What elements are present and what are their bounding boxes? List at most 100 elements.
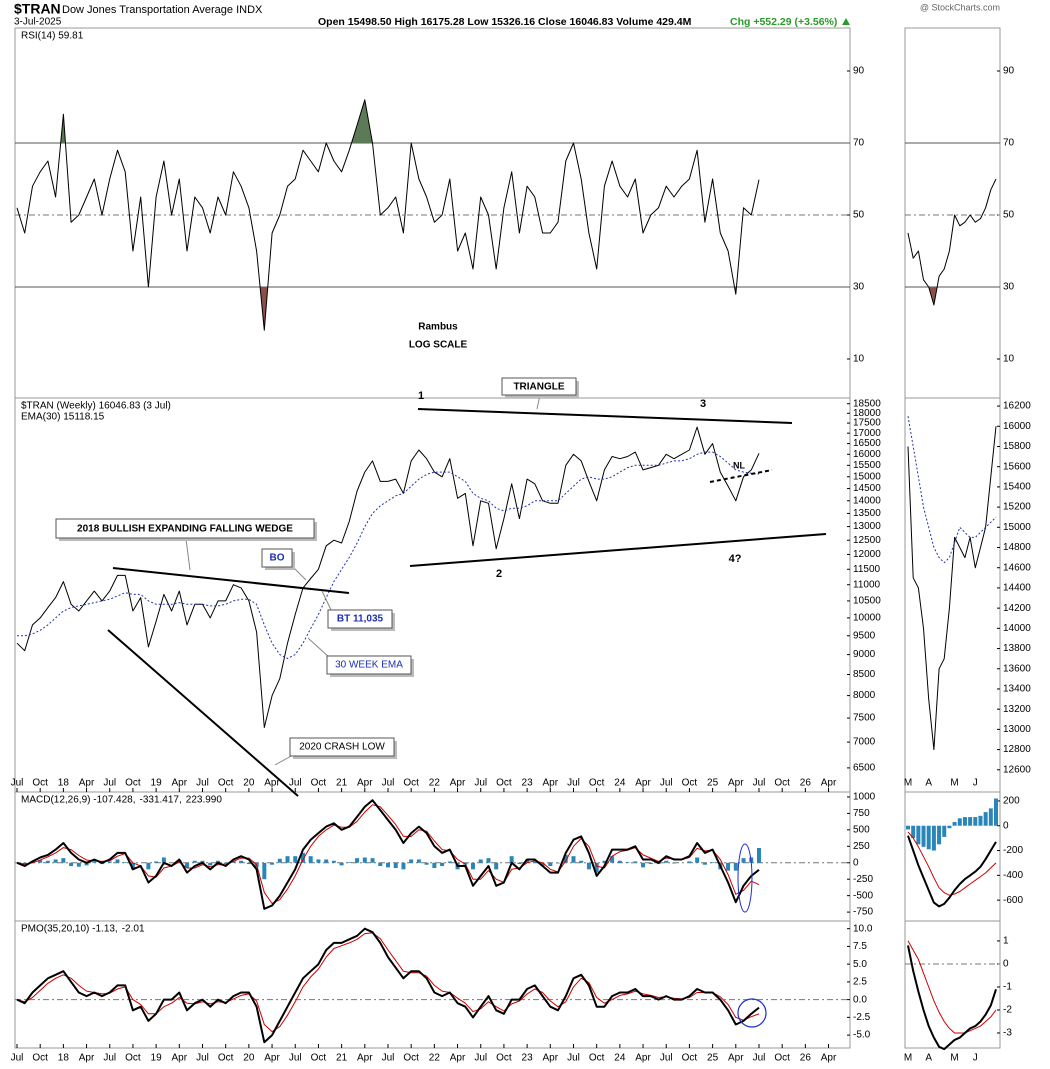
histogram-bar [347, 862, 352, 863]
box [327, 609, 393, 629]
histogram-bar [710, 862, 715, 863]
histogram-bar [509, 856, 514, 863]
y-tick-label: 5.0 [853, 959, 867, 970]
histogram-bar [756, 848, 761, 863]
y-tick-label: 0.0 [853, 994, 867, 1005]
x-tick-label: Jul [474, 778, 487, 789]
y-tick-label: 750 [853, 808, 870, 819]
x-tick-label: Jul [382, 778, 395, 789]
x-tick-label: Jul [289, 778, 302, 789]
y-tick-label: 9500 [853, 630, 876, 641]
histogram-bar [988, 808, 993, 826]
y-tick-label: 13600 [1003, 663, 1031, 674]
x-tick-label: 21 [336, 778, 348, 789]
index-name: Dow Jones Transportation Average INDX [62, 4, 263, 16]
x-tick-label: Jul [103, 1053, 116, 1064]
x-tick-label: 19 [151, 1053, 163, 1064]
histogram-bar [447, 861, 452, 863]
histogram-bar [154, 861, 159, 863]
pointer [185, 538, 191, 571]
x-tick-label: Jul [11, 778, 24, 789]
box [289, 737, 395, 757]
histogram-bar [947, 825, 952, 829]
histogram-bar [324, 859, 329, 863]
histogram-bar [270, 862, 275, 865]
x-tick-label: Apr [450, 778, 466, 789]
histogram-bar [664, 860, 669, 863]
plot-area: Jul Jul Oct Oct 18 18 Apr Apr Jul Jul Oct Oct 19 19 Ap… [11, 31, 1032, 1064]
x-tick-label: Apr [79, 1053, 95, 1064]
legend-text: RSI(14) 59.81 [21, 31, 84, 42]
histogram-bar [937, 825, 942, 845]
y-tick-label: 250 [853, 841, 870, 852]
x-tick-label: Oct [403, 1053, 419, 1064]
y-tick-label: 14000 [1003, 623, 1031, 634]
x-tick-label: Oct [496, 778, 512, 789]
histogram-bar [726, 862, 731, 871]
y-tick-label: 13400 [1003, 684, 1031, 695]
y-tick-label: 7500 [853, 713, 876, 724]
y-tick-label: -250 [853, 874, 873, 885]
y-tick-label: -3 [1003, 1028, 1012, 1039]
y-tick-label: 15200 [1003, 502, 1031, 513]
histogram-bar [641, 862, 646, 868]
histogram-bar [130, 862, 135, 870]
x-tick-label: M [904, 778, 912, 789]
y-tick-label: 12600 [1003, 764, 1031, 775]
legend-text: PMO(35,20,10) -1.13, [21, 924, 118, 935]
wave-label: 1 [418, 390, 424, 402]
y-tick-label: 15000 [853, 471, 881, 482]
y-tick-label: 17500 [853, 418, 881, 429]
macd-frame [14, 791, 851, 922]
x-tick-label: J [973, 1053, 978, 1064]
x-tick-label: Oct [774, 778, 790, 789]
x-tick-label: 22 [429, 778, 441, 789]
histogram-bar [107, 861, 112, 863]
y-tick-label: 10500 [853, 596, 881, 607]
y-tick-label: 90 [853, 66, 865, 77]
y-tick-label: -500 [853, 890, 873, 901]
histogram-bar [906, 825, 910, 830]
histogram-bar [921, 825, 926, 847]
x-tick-label: Jul [196, 778, 209, 789]
histogram-bar [733, 862, 738, 871]
y-tick-label: 12800 [1003, 744, 1031, 755]
histogram-bar [331, 860, 336, 863]
y-tick-label: 14600 [1003, 562, 1031, 573]
series-line [16, 799, 760, 910]
y-tick-label: 50 [853, 210, 865, 221]
histogram-bar [316, 859, 321, 863]
histogram-bar [362, 857, 367, 863]
x-tick-label: Apr [172, 1053, 188, 1064]
histogram-bar [610, 856, 615, 863]
x-tick-label: Jul [196, 1053, 209, 1064]
x-tick-label: Apr [79, 778, 95, 789]
y-tick-label: 10 [853, 354, 865, 365]
histogram-bar [571, 856, 576, 863]
series-line [16, 927, 760, 1044]
x-tick-label: Oct [682, 778, 698, 789]
y-tick-label: 13200 [1003, 704, 1031, 715]
histogram-bar [293, 856, 298, 863]
y-tick-label: -2.5 [853, 1012, 871, 1023]
histogram-bar [494, 862, 499, 870]
x-tick-label: 21 [336, 1053, 348, 1064]
histogram-bar [192, 860, 197, 863]
up-triangle [842, 18, 850, 25]
series-line [16, 426, 760, 728]
x-tick-label: Jul [753, 1053, 766, 1064]
pmo-frame [14, 920, 851, 1049]
histogram-bar [53, 859, 58, 863]
callout: 2018 BULLISH EXPANDING FALLING WEDGE [77, 524, 293, 535]
x-tick-label: Apr [635, 1053, 651, 1064]
legend-text: EMA(30) 15118.15 [21, 412, 105, 423]
histogram-bar [61, 858, 66, 863]
x-tick-label: Apr [264, 1053, 280, 1064]
x-tick-label: Apr [635, 778, 651, 789]
histogram-bar [378, 862, 383, 867]
histogram-bar [633, 861, 638, 863]
x-tick-label: J [973, 778, 978, 789]
x-tick-label: Jul [11, 1053, 24, 1064]
x-tick-label: 18 [58, 1053, 70, 1064]
y-tick-label: 0 [853, 857, 859, 868]
